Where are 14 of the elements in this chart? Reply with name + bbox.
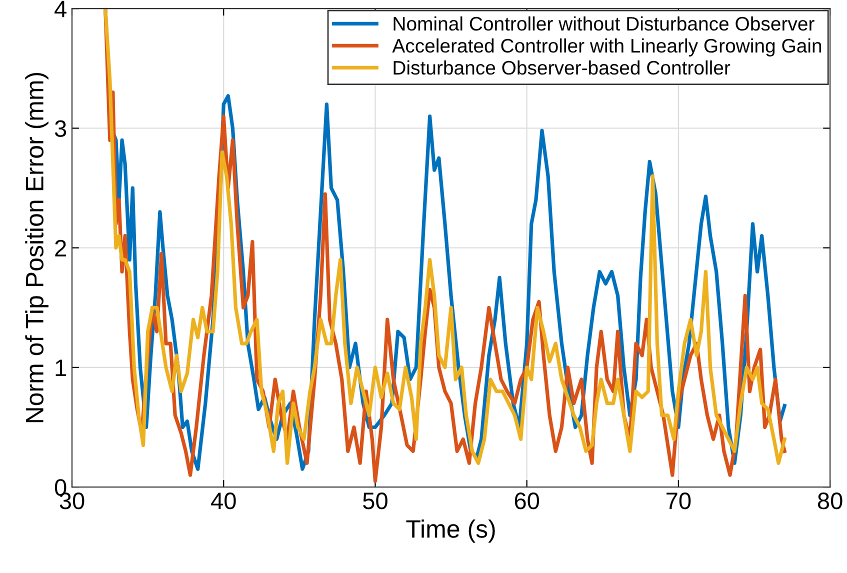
x-tick-label: 70 [666,492,691,510]
legend-label: Nominal Controller without Disturbance Observer [394,16,814,31]
y-tick-label: 2 [55,240,66,256]
x-axis-title: Time (s) [406,519,495,543]
legend-label: Accelerated Controller with Linearly Growing Gain [392,38,822,57]
y-tick-label: 4 [54,0,66,18]
x-tick-label: 50 [363,492,388,510]
x-tick-label: 40 [211,492,236,510]
y-tick-label: 1 [56,360,66,376]
x-tick-label: 80 [818,492,842,510]
y-tick-label: 3 [54,120,66,137]
legend-label: Disturbance Observer-based Controller [394,60,730,75]
y-axis-title: Norm of Tip Position Error (mm) [25,72,48,422]
x-tick-label: 60 [514,492,540,510]
